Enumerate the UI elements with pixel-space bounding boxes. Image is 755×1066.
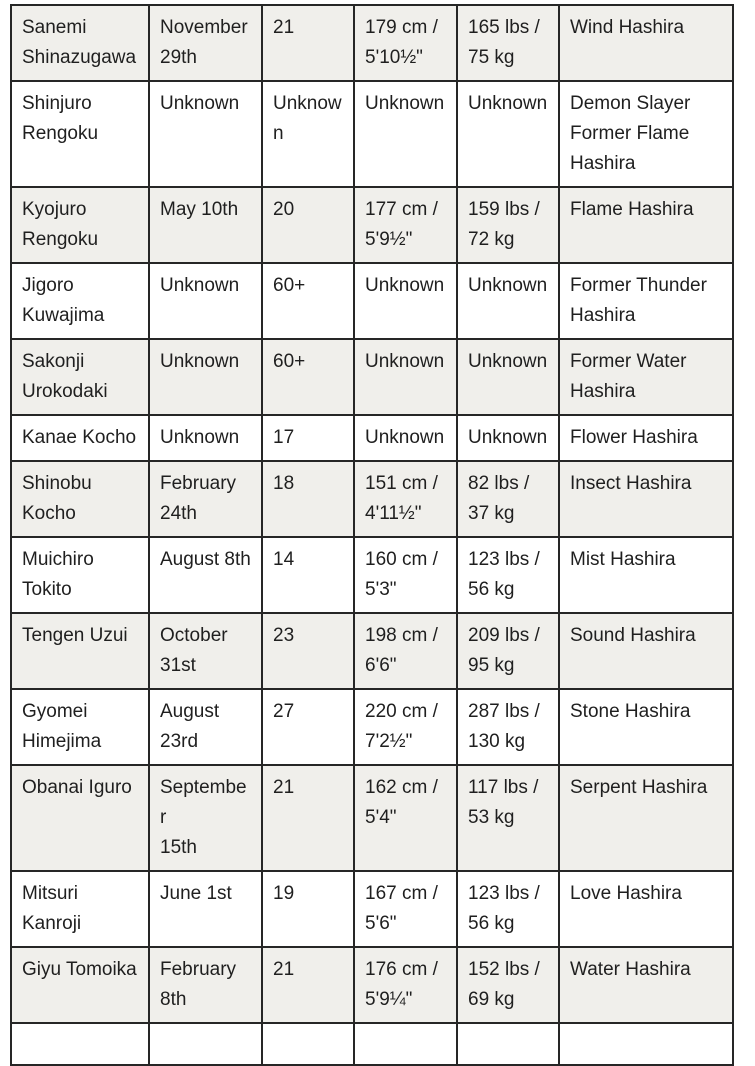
cell-height: 176 cm / 5'9¼"	[353, 946, 458, 1024]
table-row: Sakonji Urokodaki Unknown 60+ Unknown Un…	[10, 338, 734, 416]
cell-weight: Unknown	[456, 80, 560, 188]
cell-weight: 159 lbs / 72 kg	[456, 186, 560, 264]
cell-birthday: February 8th	[148, 946, 263, 1024]
cell-birthday	[148, 1022, 263, 1066]
cell-age: 19	[261, 870, 355, 948]
cell-birthday: Unknown	[148, 80, 263, 188]
cell-name: Sakonji Urokodaki	[10, 338, 150, 416]
table-row: Obanai Iguro September 15th 21 162 cm / …	[10, 764, 734, 872]
cell-name: Kyojuro Rengoku	[10, 186, 150, 264]
character-table: Sanemi Shinazugawa November 29th 21 179 …	[10, 4, 734, 1066]
table-row: Giyu Tomoika February 8th 21 176 cm / 5'…	[10, 946, 734, 1024]
cell-weight: 165 lbs / 75 kg	[456, 4, 560, 82]
cell-age: 60+	[261, 338, 355, 416]
cell-birthday: November 29th	[148, 4, 263, 82]
cell-age	[261, 1022, 355, 1066]
cell-height	[353, 1022, 458, 1066]
cell-weight: 209 lbs / 95 kg	[456, 612, 560, 690]
cell-height: 162 cm / 5'4"	[353, 764, 458, 872]
cell-name: Mitsuri Kanroji	[10, 870, 150, 948]
table-row: Shinobu Kocho February 24th 18 151 cm / …	[10, 460, 734, 538]
cell-birthday: February 24th	[148, 460, 263, 538]
cell-height: 177 cm / 5'9½"	[353, 186, 458, 264]
table-row: Gyomei Himejima August 23rd 27 220 cm / …	[10, 688, 734, 766]
table-row: Kyojuro Rengoku May 10th 20 177 cm / 5'9…	[10, 186, 734, 264]
cell-position: Insect Hashira	[558, 460, 734, 538]
cell-birthday: August 8th	[148, 536, 263, 614]
cell-weight: 123 lbs / 56 kg	[456, 536, 560, 614]
cell-age: 21	[261, 4, 355, 82]
cell-weight: 287 lbs / 130 kg	[456, 688, 560, 766]
cell-age: 20	[261, 186, 355, 264]
cell-age: 21	[261, 764, 355, 872]
cell-weight	[456, 1022, 560, 1066]
cell-position: Mist Hashira	[558, 536, 734, 614]
table-row: Shinjuro Rengoku Unknown Unknown Unknown…	[10, 80, 734, 188]
cell-age: 18	[261, 460, 355, 538]
cell-weight: Unknown	[456, 338, 560, 416]
cell-birthday: Unknown	[148, 338, 263, 416]
table-row-partial	[10, 1022, 734, 1066]
cell-position: Sound Hashira	[558, 612, 734, 690]
cell-position: Former Thunder Hashira	[558, 262, 734, 340]
cell-height: Unknown	[353, 414, 458, 462]
cell-position: Flower Hashira	[558, 414, 734, 462]
cell-name: Shinjuro Rengoku	[10, 80, 150, 188]
table-row: Jigoro Kuwajima Unknown 60+ Unknown Unkn…	[10, 262, 734, 340]
cell-birthday: September 15th	[148, 764, 263, 872]
cell-name: Jigoro Kuwajima	[10, 262, 150, 340]
cell-weight: 123 lbs / 56 kg	[456, 870, 560, 948]
cell-name: Muichiro Tokito	[10, 536, 150, 614]
cell-age: 14	[261, 536, 355, 614]
cell-name: Obanai Iguro	[10, 764, 150, 872]
table-row: Sanemi Shinazugawa November 29th 21 179 …	[10, 4, 734, 82]
cell-height: 167 cm / 5'6"	[353, 870, 458, 948]
cell-name: Kanae Kocho	[10, 414, 150, 462]
cell-position: Stone Hashira	[558, 688, 734, 766]
cell-weight: 82 lbs / 37 kg	[456, 460, 560, 538]
cell-weight: Unknown	[456, 262, 560, 340]
cell-weight: 152 lbs / 69 kg	[456, 946, 560, 1024]
cell-age: 21	[261, 946, 355, 1024]
cell-height: Unknown	[353, 80, 458, 188]
cell-position: Water Hashira	[558, 946, 734, 1024]
cell-age: Unknown	[261, 80, 355, 188]
cell-birthday: Unknown	[148, 262, 263, 340]
cell-position	[558, 1022, 734, 1066]
cell-position: Flame Hashira	[558, 186, 734, 264]
cell-position: Love Hashira	[558, 870, 734, 948]
cell-height: 220 cm / 7'2½"	[353, 688, 458, 766]
cell-name: Sanemi Shinazugawa	[10, 4, 150, 82]
table-row: Mitsuri Kanroji June 1st 19 167 cm / 5'6…	[10, 870, 734, 948]
cell-name: Tengen Uzui	[10, 612, 150, 690]
cell-name	[10, 1022, 150, 1066]
cell-age: 60+	[261, 262, 355, 340]
cell-height: 198 cm / 6'6"	[353, 612, 458, 690]
cell-weight: 117 lbs / 53 kg	[456, 764, 560, 872]
cell-age: 17	[261, 414, 355, 462]
cell-position: Wind Hashira	[558, 4, 734, 82]
cell-birthday: August 23rd	[148, 688, 263, 766]
cell-birthday: October 31st	[148, 612, 263, 690]
cell-birthday: June 1st	[148, 870, 263, 948]
cell-age: 27	[261, 688, 355, 766]
cell-name: Giyu Tomoika	[10, 946, 150, 1024]
cell-age: 23	[261, 612, 355, 690]
cell-weight: Unknown	[456, 414, 560, 462]
cell-birthday: Unknown	[148, 414, 263, 462]
cell-height: Unknown	[353, 338, 458, 416]
cell-height: Unknown	[353, 262, 458, 340]
cell-height: 151 cm / 4'11½"	[353, 460, 458, 538]
cell-position: Demon Slayer Former Flame Hashira	[558, 80, 734, 188]
table-row: Kanae Kocho Unknown 17 Unknown Unknown F…	[10, 414, 734, 462]
cell-position: Former Water Hashira	[558, 338, 734, 416]
cell-name: Gyomei Himejima	[10, 688, 150, 766]
cell-birthday: May 10th	[148, 186, 263, 264]
cell-name: Shinobu Kocho	[10, 460, 150, 538]
cell-position: Serpent Hashira	[558, 764, 734, 872]
table-row: Muichiro Tokito August 8th 14 160 cm / 5…	[10, 536, 734, 614]
cell-height: 160 cm / 5'3"	[353, 536, 458, 614]
table-row: Tengen Uzui October 31st 23 198 cm / 6'6…	[10, 612, 734, 690]
cell-height: 179 cm / 5'10½"	[353, 4, 458, 82]
